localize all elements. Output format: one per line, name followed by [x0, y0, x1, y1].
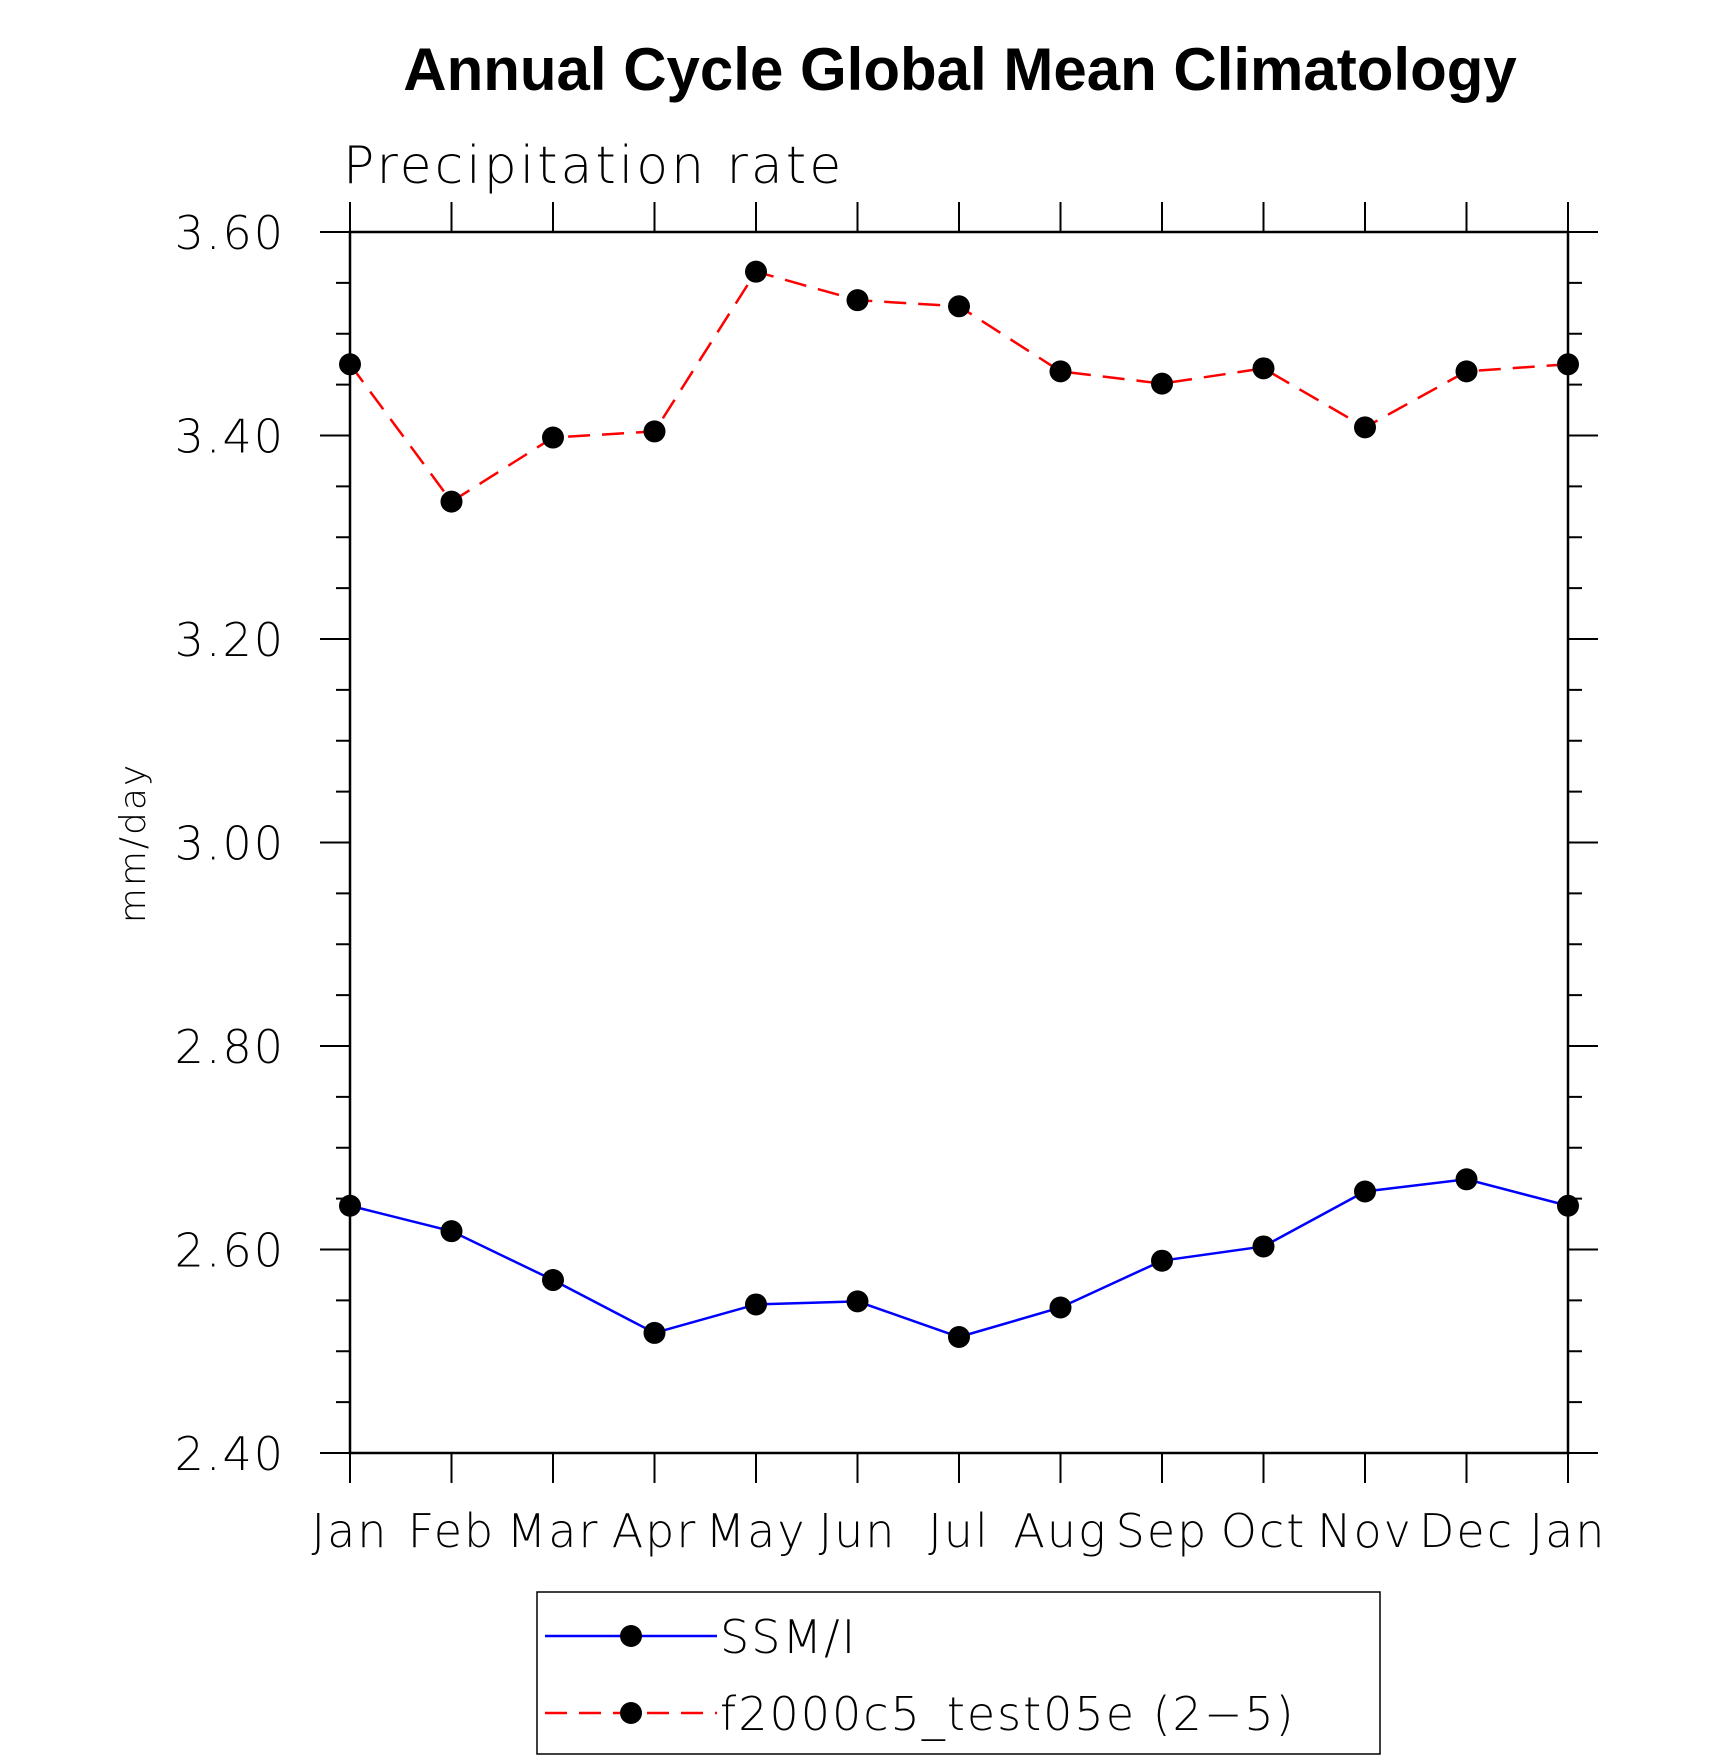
- y-tick-label: 2.60: [175, 1224, 285, 1278]
- y-axis-label: mm/day: [113, 763, 154, 923]
- y-tick-label: 3.60: [175, 206, 285, 260]
- series-line-0: [349, 1178, 1569, 1339]
- series-0-point: [948, 1326, 970, 1349]
- series-1-point: [339, 353, 361, 376]
- series-0-point: [542, 1269, 564, 1292]
- x-tick-label: Jul: [928, 1504, 990, 1558]
- series-0-point: [1455, 1168, 1478, 1191]
- x-tick-label: Sep: [1116, 1504, 1209, 1558]
- chart-subtitle: Precipitation rate: [343, 136, 844, 196]
- x-tick-label: Nov: [1317, 1504, 1413, 1558]
- series-0-point: [1354, 1180, 1376, 1203]
- legend-label-ssmi: SSM/I: [720, 1610, 857, 1664]
- series-1-point: [948, 295, 970, 318]
- axes: 3.60 3.40 3.20 3.00 2.80 2.60 2.40 Jan Feb Mar Apr…: [175, 202, 1607, 1558]
- series-0-point: [745, 1293, 767, 1316]
- series-1-point: [1151, 372, 1173, 395]
- x-tick-label: Jan: [312, 1504, 389, 1558]
- y-tick-label: 3.20: [175, 613, 285, 667]
- series-1-point: [1354, 416, 1376, 439]
- series-0-point: [339, 1194, 361, 1217]
- y-tick-label: 3.00: [175, 817, 285, 871]
- series-0-point: [846, 1290, 869, 1313]
- series-0-point: [1049, 1296, 1072, 1319]
- series-1-point: [542, 426, 564, 449]
- x-tick-label: Jan: [1530, 1504, 1607, 1558]
- series-1-point: [745, 260, 767, 283]
- legend-box: [536, 1591, 1381, 1755]
- legend-label-f2000c5: f2000c5_test05e (2−5): [720, 1687, 1296, 1741]
- x-tick-label: Aug: [1013, 1504, 1107, 1558]
- y-tick-label: 2.40: [175, 1427, 285, 1481]
- series-1-point: [1557, 353, 1579, 376]
- series-0-point: [1557, 1194, 1579, 1217]
- series-1-point: [1252, 357, 1275, 380]
- x-tick-label: May: [705, 1504, 806, 1558]
- x-tick-label: Oct: [1221, 1504, 1307, 1558]
- y-tick-label: 2.80: [175, 1020, 285, 1074]
- series-1-point: [643, 420, 666, 443]
- legend: SSM/I f2000c5_test05e (2−5): [536, 1591, 1381, 1755]
- series-0-point: [643, 1321, 666, 1344]
- series-1-point: [846, 289, 869, 312]
- chart-title: Annual Cycle Global Mean Climatology: [403, 36, 1517, 103]
- series-layer: [339, 260, 1579, 1349]
- series-0-point: [1151, 1249, 1173, 1272]
- series-1-point: [1049, 360, 1072, 383]
- x-tick-label: Apr: [612, 1504, 698, 1558]
- x-tick-label: Mar: [507, 1504, 600, 1558]
- series-1-point: [440, 490, 463, 513]
- series-0-point: [440, 1220, 463, 1243]
- legend-marker-ssmi: [620, 1625, 642, 1647]
- x-tick-label: Dec: [1419, 1504, 1514, 1558]
- series-1-point: [1455, 360, 1478, 383]
- y-tick-label: 3.40: [175, 410, 285, 464]
- x-tick-label: Feb: [408, 1504, 495, 1558]
- series-0-point: [1252, 1235, 1275, 1258]
- x-tick-label: Jun: [819, 1504, 897, 1558]
- legend-marker-f2000c5: [620, 1702, 642, 1724]
